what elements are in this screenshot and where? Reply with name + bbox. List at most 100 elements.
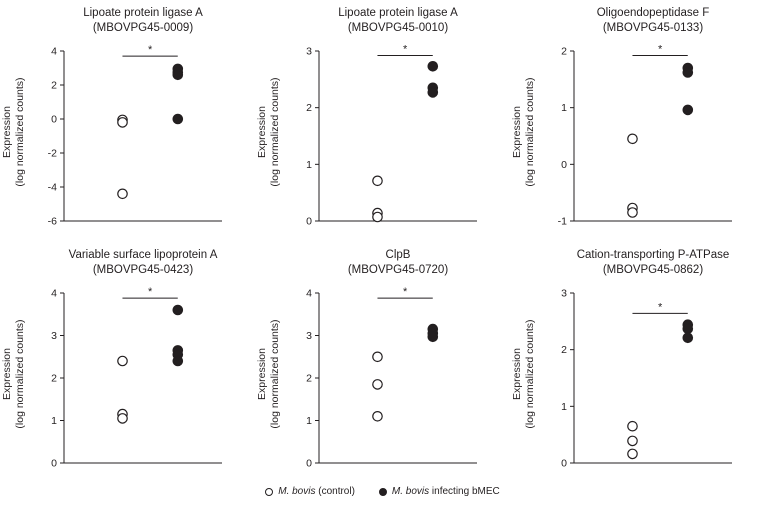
plot-row: Expression (log normalized counts) -6 -4 -… xyxy=(0,37,255,227)
y-axis-label: Expression (log normalized counts) xyxy=(0,37,28,227)
y-tick-label: 0 xyxy=(561,159,567,171)
plot-row: Expression (log normalized counts) 0 1 2 3 4… xyxy=(255,279,510,469)
y-tick-label: 0 xyxy=(561,458,567,470)
scatter-plot: 0 1 2 3 * xyxy=(561,288,732,470)
data-point-filled xyxy=(682,323,694,335)
significance-star: * xyxy=(403,44,408,56)
y-axis-label-line2: (log normalized counts) xyxy=(14,319,26,430)
y-axis-label-line1: Expression xyxy=(0,348,13,401)
y-tick-label: 3 xyxy=(51,330,57,342)
y-tick-label: -4 xyxy=(48,182,57,194)
data-point-filled xyxy=(682,67,694,79)
chart-title: Lipoate protein ligase A xyxy=(83,7,203,19)
y-axis-label-line1: Expression xyxy=(255,348,268,401)
legend-species-control: M. bovis xyxy=(278,486,316,497)
y-tick-label: 0 xyxy=(306,458,312,470)
data-point-open xyxy=(372,175,383,187)
chart-panel: Lipoate protein ligase A (MBOVPG45-0010)… xyxy=(255,6,510,234)
figure-legend: M. bovis (control) M. bovis infecting bM… xyxy=(0,486,765,497)
legend-item-control: M. bovis (control) xyxy=(265,486,355,497)
y-axis-label-line1: Expression xyxy=(255,106,268,159)
scatter-plot: -6 -4 -2 0 2 4 * xyxy=(48,45,222,228)
data-point-filled xyxy=(427,87,439,99)
data-point-open xyxy=(372,351,383,363)
scatter-plot: 0 1 2 3 4 * xyxy=(51,287,222,470)
plot-row: Expression (log normalized counts) 0 1 2 3 * xyxy=(255,37,510,227)
figure-grid: Lipoate protein ligase A (MBOVPG45-0009)… xyxy=(0,6,765,476)
legend-rest-infected: infecting bMEC xyxy=(429,486,500,497)
plot-row: Expression (log normalized counts) 0 1 2 3 * xyxy=(510,279,765,469)
data-point-filled xyxy=(172,356,184,367)
y-tick-label: -1 xyxy=(558,216,567,228)
chart-panel: Lipoate protein ligase A (MBOVPG45-0009)… xyxy=(0,6,255,234)
data-point-open xyxy=(627,133,638,145)
y-tick-label: 2 xyxy=(561,46,567,58)
y-axis-label: Expression (log normalized counts) xyxy=(255,279,283,469)
y-tick-label: 0 xyxy=(51,458,57,470)
open-circle-icon xyxy=(265,487,274,496)
data-point-open xyxy=(117,188,128,200)
y-axis-label-line2: (log normalized counts) xyxy=(269,319,281,430)
y-tick-label: 0 xyxy=(306,216,312,228)
data-point-filled xyxy=(427,331,439,343)
y-tick-label: 2 xyxy=(306,373,312,385)
data-point-open xyxy=(117,356,128,367)
y-tick-label: 1 xyxy=(561,103,567,115)
chart-subtitle: (MBOVPG45-0862) xyxy=(602,263,704,276)
y-tick-label: 1 xyxy=(51,415,57,427)
data-point-open xyxy=(372,411,383,423)
y-tick-label: 3 xyxy=(306,330,312,342)
data-point-open xyxy=(627,449,638,460)
chart-title: Variable surface lipoprotein A xyxy=(68,249,218,261)
chart-subtitle: (MBOVPG45-0009) xyxy=(92,21,194,34)
y-tick-label: -2 xyxy=(48,148,57,160)
chart-panel: Cation-transporting P-ATPase (MBOVPG45-0… xyxy=(510,248,765,476)
y-axis-label: Expression (log normalized counts) xyxy=(0,279,28,469)
data-point-filled xyxy=(172,69,184,81)
chart-title: Cation-transporting P-ATPase xyxy=(576,249,730,261)
filled-circle-icon xyxy=(378,487,387,496)
chart-subtitle: (MBOVPG45-0010) xyxy=(347,21,449,34)
scatter-plot: -1 0 1 2 * xyxy=(558,44,732,228)
y-tick-label: 2 xyxy=(51,80,57,92)
y-axis-label-line2: (log normalized counts) xyxy=(269,77,281,188)
significance-star: * xyxy=(403,287,408,299)
y-tick-label: 2 xyxy=(561,345,567,357)
data-point-filled xyxy=(172,305,184,316)
chart-title: Lipoate protein ligase A xyxy=(338,7,458,19)
data-point-open xyxy=(117,117,128,129)
data-point-open xyxy=(627,421,638,432)
significance-star: * xyxy=(658,302,663,314)
chart-panel: ClpB (MBOVPG45-0720) Expression (log nor… xyxy=(255,248,510,476)
y-axis-label-line2: (log normalized counts) xyxy=(524,77,536,188)
chart-panel: Oligoendopeptidase F (MBOVPG45-0133) Exp… xyxy=(510,6,765,234)
data-point-filled xyxy=(682,105,694,116)
legend-label-infected: M. bovis infecting bMEC xyxy=(392,486,500,497)
y-tick-label: -6 xyxy=(48,216,57,228)
legend-rest-control: (control) xyxy=(315,486,355,497)
scatter-plot: 0 1 2 3 * xyxy=(306,44,477,228)
chart-subtitle: (MBOVPG45-0720) xyxy=(347,263,449,276)
data-point-filled xyxy=(427,61,439,73)
y-axis-label-line1: Expression xyxy=(510,106,523,159)
scatter-plot: 0 1 2 3 4 * xyxy=(306,287,477,470)
y-axis-label-line1: Expression xyxy=(510,348,523,401)
y-axis-label-line2: (log normalized counts) xyxy=(14,77,26,188)
legend-label-control: M. bovis (control) xyxy=(278,486,355,497)
y-tick-label: 3 xyxy=(306,46,312,58)
chart-panel: Variable surface lipoprotein A (MBOVPG45… xyxy=(0,248,255,476)
y-tick-label: 4 xyxy=(51,288,57,300)
significance-star: * xyxy=(148,287,153,299)
significance-star: * xyxy=(148,45,153,57)
legend-species-infected: M. bovis xyxy=(391,486,430,497)
plot-row: Expression (log normalized counts) -1 0 1 2… xyxy=(510,37,765,227)
data-point-open xyxy=(627,436,638,447)
data-point-open xyxy=(372,379,383,391)
plot-row: Expression (log normalized counts) 0 1 2 3 4… xyxy=(0,279,255,469)
data-point-open xyxy=(117,413,128,425)
y-tick-label: 0 xyxy=(51,114,57,126)
y-tick-label: 2 xyxy=(306,103,312,115)
chart-subtitle: (MBOVPG45-0133) xyxy=(602,21,704,34)
y-tick-label: 3 xyxy=(561,288,567,300)
y-tick-label: 2 xyxy=(51,373,57,385)
